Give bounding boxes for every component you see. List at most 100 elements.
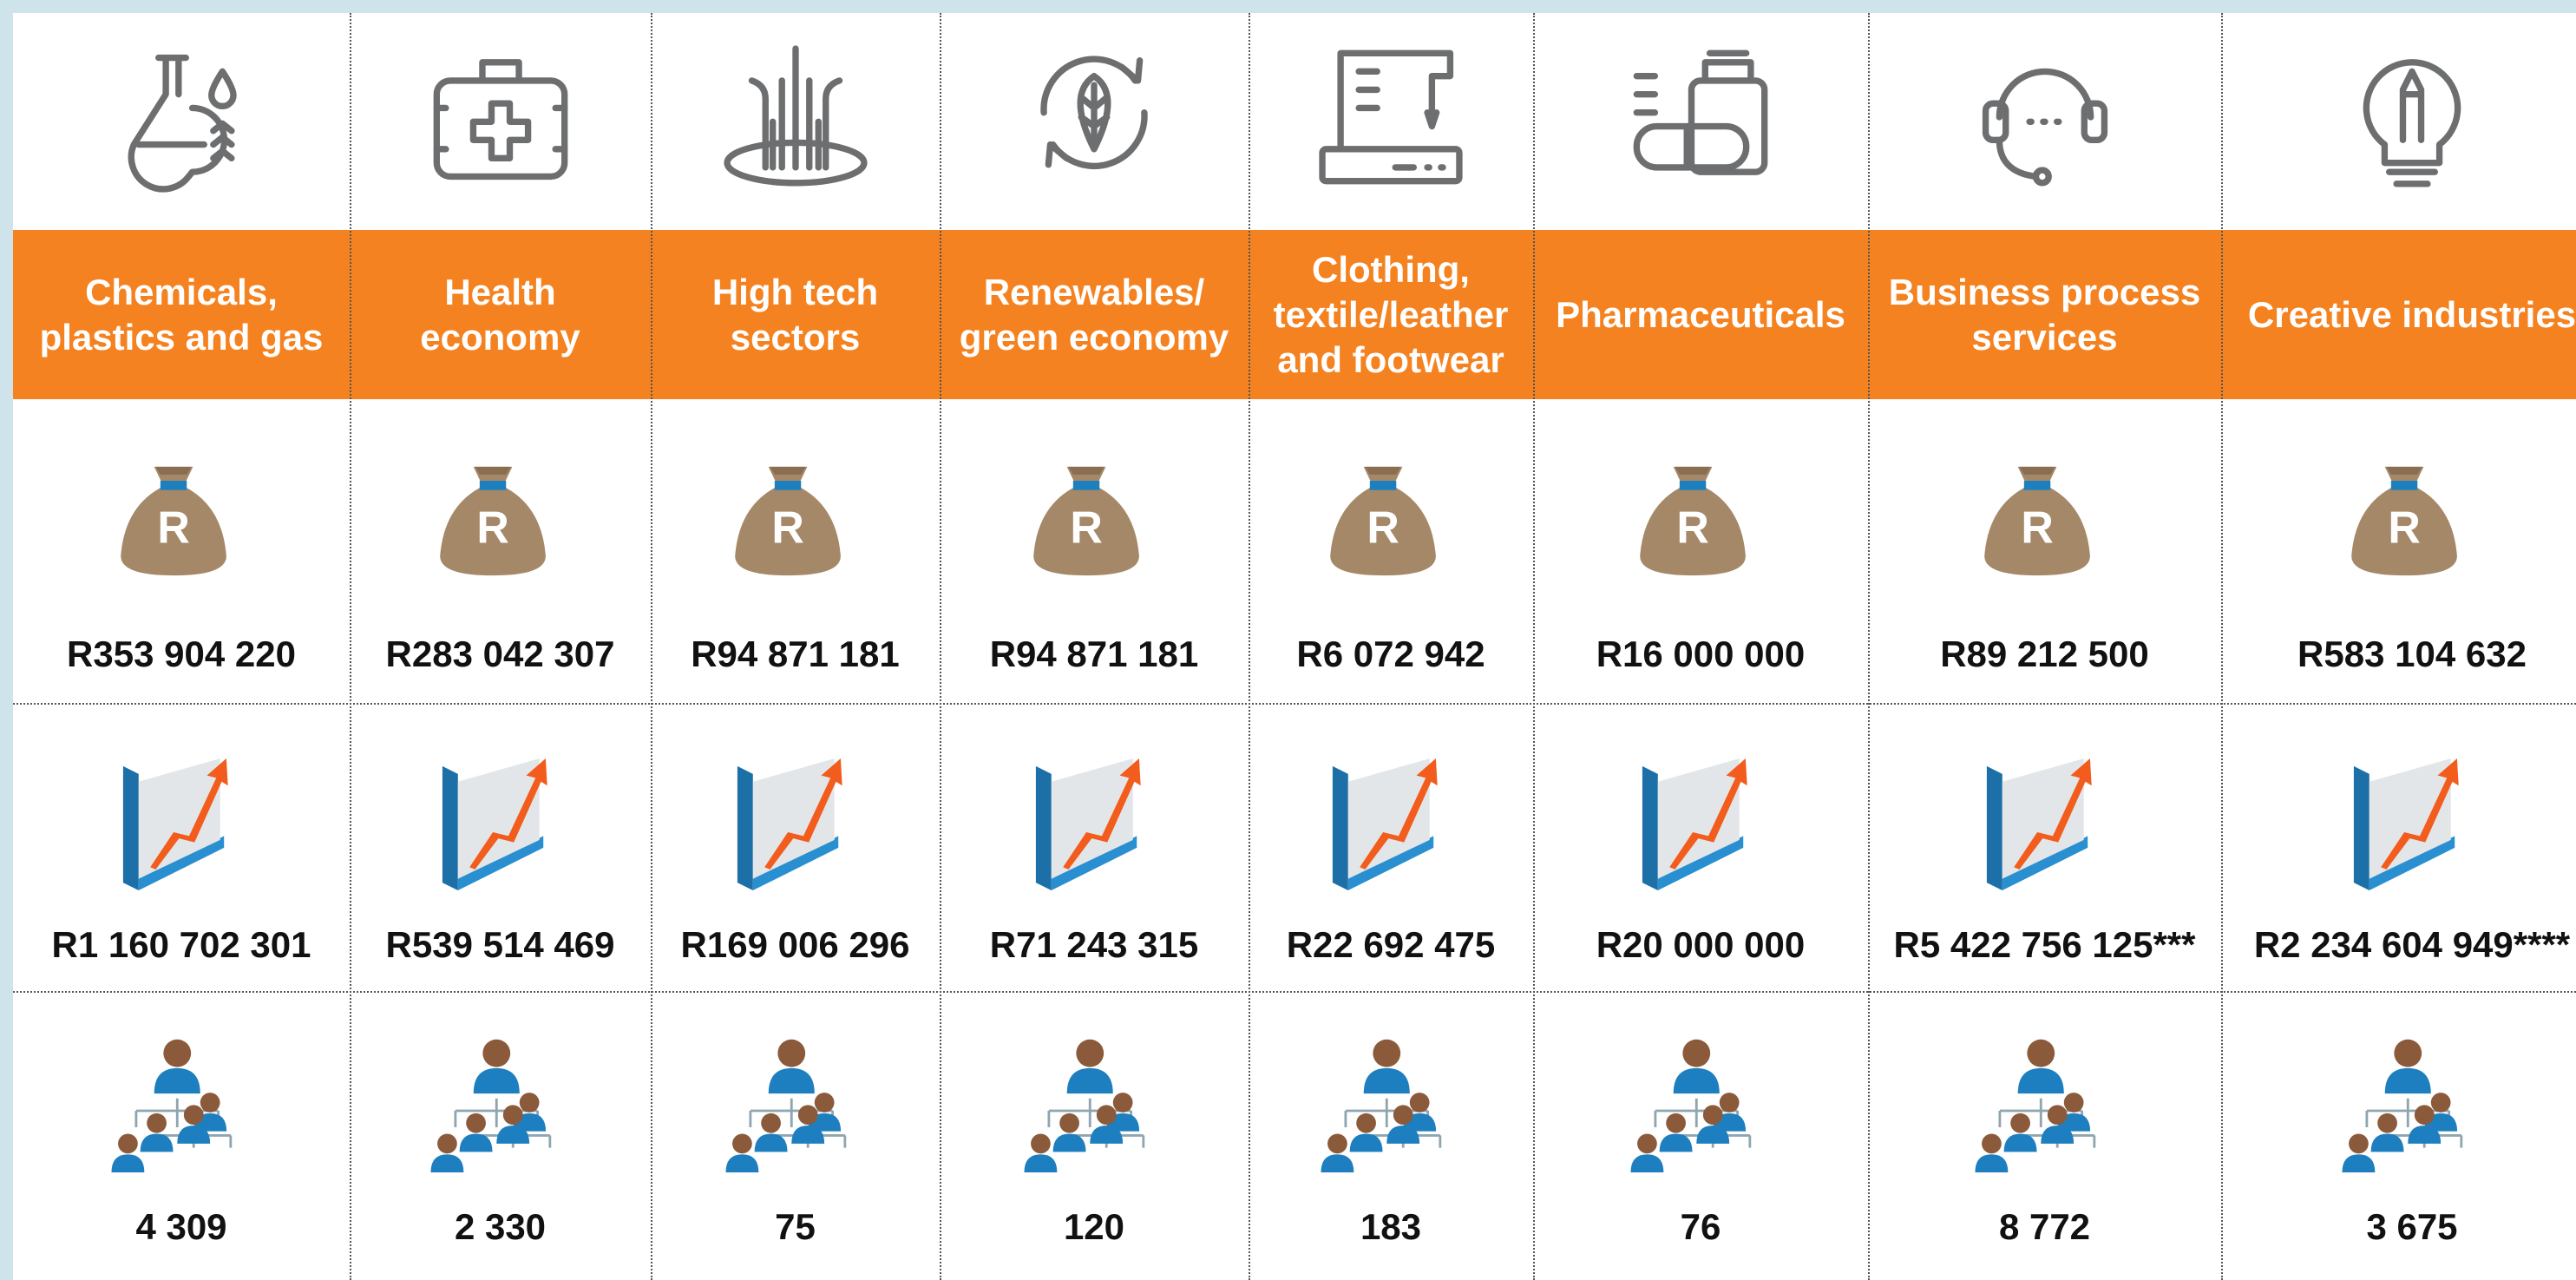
people-icon: [423, 1033, 579, 1193]
money-bag-icon: R: [1971, 451, 2119, 603]
sector-icon: [95, 30, 268, 208]
column-separator: [1868, 13, 1870, 1280]
money-bag-icon-graphic: R: [722, 451, 869, 599]
svg-text:R: R: [1070, 502, 1102, 553]
svg-text:R: R: [2021, 502, 2053, 553]
svg-text:R: R: [2388, 502, 2420, 553]
sector-column: High tech sectorsRR94 871 181R169 006 29…: [651, 13, 940, 1280]
people-icon: [2334, 1033, 2490, 1193]
sector-icon-graphic: [709, 30, 882, 204]
growth-chart-icon-graphic: [1627, 742, 1774, 907]
growth-chart-icon-graphic: [1317, 742, 1465, 907]
people-icon-graphic: [718, 1033, 874, 1189]
money-bag-icon-graphic: R: [1971, 451, 2119, 599]
sector-icon: [414, 30, 587, 208]
people-icon: [1016, 1033, 1172, 1193]
growth-value: R22 692 475: [1231, 924, 1550, 966]
growth-value: R169 006 296: [633, 924, 957, 966]
money-bag-icon: R: [427, 451, 574, 603]
growth-chart-icon: [1317, 742, 1465, 911]
sector-icon: [1007, 30, 1181, 208]
people-icon-graphic: [1967, 1033, 2123, 1189]
page: Chemicals, plastics and gas R R353 904 220…: [0, 0, 2576, 1280]
svg-text:R: R: [771, 502, 803, 553]
jobs-value: 3 675: [2204, 1206, 2576, 1248]
sector-name: Clothing, textile/leather and footwear: [1249, 230, 1533, 399]
sector-icon-graphic: [414, 30, 587, 204]
column-separator: [2221, 13, 2223, 1280]
money-bag-icon: R: [1317, 451, 1465, 603]
people-icon: [718, 1033, 874, 1193]
people-icon-graphic: [2334, 1033, 2490, 1189]
money-bag-icon: R: [722, 451, 869, 603]
sector-name: Health economy: [350, 230, 651, 399]
people-icon-graphic: [1016, 1033, 1172, 1189]
sector-icon-graphic: [1304, 30, 1478, 204]
sector-name: Pharmaceuticals: [1533, 230, 1868, 399]
growth-value: R2 234 604 949****: [2204, 924, 2576, 966]
money-bag-icon-graphic: R: [1317, 451, 1465, 599]
infographic-table: Chemicals, plastics and gas R R353 904 220…: [13, 13, 2576, 1280]
sector-icon: [1614, 30, 1787, 208]
growth-chart-icon-graphic: [722, 742, 869, 907]
investment-value: R583 104 632: [2204, 633, 2576, 675]
money-bag-icon: R: [2338, 451, 2486, 603]
growth-chart-icon: [1971, 742, 2119, 911]
jobs-value: 75: [633, 1206, 957, 1248]
money-bag-icon-graphic: R: [1627, 451, 1774, 599]
growth-chart-icon-graphic: [2338, 742, 2486, 907]
people-icon: [1622, 1033, 1779, 1193]
investment-value: R353 904 220: [13, 633, 367, 675]
jobs-value: 120: [922, 1206, 1266, 1248]
growth-chart-icon-graphic: [427, 742, 574, 907]
column-separator: [1533, 13, 1535, 1280]
svg-text:R: R: [1367, 502, 1399, 553]
growth-chart-icon: [1627, 742, 1774, 911]
growth-chart-icon: [722, 742, 869, 911]
sector-icon: [1304, 30, 1478, 208]
people-icon: [1313, 1033, 1469, 1193]
sector-icon: [2325, 30, 2499, 208]
growth-chart-icon: [427, 742, 574, 911]
column-separator: [940, 13, 941, 1280]
svg-text:R: R: [1676, 502, 1708, 553]
growth-chart-icon-graphic: [1971, 742, 2119, 907]
people-icon-graphic: [1622, 1033, 1779, 1189]
column-separator: [651, 13, 652, 1280]
sector-icon-graphic: [95, 30, 268, 204]
growth-value: R71 243 315: [922, 924, 1266, 966]
growth-chart-icon-graphic: [1020, 742, 1168, 907]
people-icon-graphic: [103, 1033, 259, 1189]
sector-icon-graphic: [1614, 30, 1787, 204]
column-separator: [1249, 13, 1250, 1280]
growth-chart-icon-graphic: [108, 742, 255, 907]
sector-name: Chemicals, plastics and gas: [13, 230, 350, 399]
investment-value: R94 871 181: [633, 633, 957, 675]
money-bag-icon-graphic: R: [1020, 451, 1168, 599]
jobs-value: 4 309: [13, 1206, 367, 1248]
people-icon: [103, 1033, 259, 1193]
investment-value: R283 042 307: [332, 633, 668, 675]
sector-icon: [1958, 30, 2132, 208]
investment-value: R94 871 181: [922, 633, 1266, 675]
people-icon: [1967, 1033, 2123, 1193]
sector-icon-graphic: [2325, 30, 2499, 204]
jobs-value: 76: [1516, 1206, 1885, 1248]
sector-icon: [709, 30, 882, 208]
investment-value: R89 212 500: [1851, 633, 2238, 675]
svg-text:R: R: [157, 502, 189, 553]
sector-icon-graphic: [1007, 30, 1181, 204]
investment-value: R6 072 942: [1231, 633, 1550, 675]
sector-name: Renewables/ green economy: [940, 230, 1249, 399]
money-bag-icon-graphic: R: [427, 451, 574, 599]
money-bag-icon-graphic: R: [2338, 451, 2486, 599]
money-bag-icon: R: [108, 451, 255, 603]
jobs-value: 8 772: [1851, 1206, 2238, 1248]
sector-name: Creative industries: [2221, 230, 2576, 399]
sector-column: Business process servicesRR89 212 500R5 …: [1868, 13, 2221, 1280]
